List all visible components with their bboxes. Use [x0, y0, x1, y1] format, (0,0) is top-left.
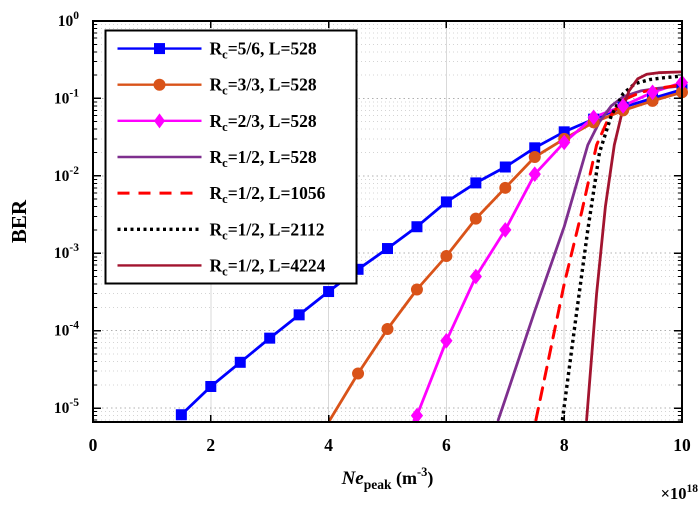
- x-axis-multiplier: ×1018: [661, 483, 699, 503]
- legend-label: Rc=3/3, L=528: [210, 75, 317, 98]
- series-line-6: [585, 70, 682, 422]
- y-tick-label: 10-2: [54, 165, 79, 185]
- legend-marker-square: [154, 43, 165, 55]
- series-markers: [175, 74, 689, 424]
- x-tick-label: 10: [673, 435, 691, 455]
- marker-diamond: [469, 268, 482, 285]
- marker-square: [470, 177, 482, 189]
- y-tick-label: 10-5: [54, 397, 79, 417]
- marker-square: [234, 356, 246, 368]
- y-tick-label: 10-1: [54, 87, 79, 107]
- marker-diamond: [499, 222, 512, 238]
- legend-marker-circle: [153, 78, 166, 91]
- y-tick-label: 100: [58, 10, 80, 30]
- marker-square: [205, 380, 217, 392]
- x-tick-label: 0: [89, 435, 98, 455]
- marker-square: [323, 286, 335, 298]
- marker-square: [382, 243, 393, 255]
- marker-circle: [410, 283, 423, 296]
- marker-diamond: [587, 109, 600, 126]
- marker-diamond: [646, 84, 659, 101]
- marker-diamond: [558, 134, 571, 151]
- legend: Rc=5/6, L=528 Rc=3/3, L=528 Rc=2/3, L=528 R…: [104, 29, 358, 285]
- marker-diamond: [440, 332, 453, 349]
- legend-label: Rc=5/6, L=528: [210, 39, 317, 62]
- x-tick-label: 2: [206, 435, 215, 455]
- legend-label: Rc=2/3, L=528: [210, 111, 317, 134]
- marker-circle: [499, 181, 512, 194]
- marker-square: [411, 221, 423, 233]
- marker-circle: [381, 323, 394, 336]
- marker-circle: [352, 367, 365, 380]
- y-tick-label: 10-3: [54, 242, 79, 262]
- marker-square: [440, 196, 452, 208]
- axes-border: [92, 20, 683, 423]
- y-tick-label: 10-4: [54, 320, 79, 340]
- marker-diamond: [528, 166, 541, 182]
- marker-square: [264, 332, 276, 344]
- marker-square: [499, 161, 511, 173]
- marker-circle: [469, 212, 482, 225]
- y-axis-label: BER: [7, 199, 31, 243]
- marker-circle: [440, 250, 453, 263]
- marker-circle: [528, 151, 541, 164]
- legend-marker-diamond: [154, 113, 165, 129]
- axes: [92, 20, 683, 423]
- marker-diamond: [616, 98, 630, 114]
- legend-label: Rc=1/2, L=1056: [210, 183, 326, 206]
- marker-square: [175, 409, 187, 421]
- legend-label: Rc=1/2, L=2112: [210, 219, 325, 242]
- x-axis-label: Nepeak (m-3): [341, 465, 434, 492]
- series-line-5: [560, 74, 682, 421]
- x-tick-label: 6: [442, 435, 451, 455]
- marker-square: [293, 309, 305, 321]
- legend-label: Rc=1/2, L=528: [210, 147, 317, 170]
- x-tick-label: 4: [324, 435, 333, 455]
- legend-label: Rc=1/2, L=4224: [210, 255, 326, 278]
- x-tick-label: 8: [560, 435, 569, 455]
